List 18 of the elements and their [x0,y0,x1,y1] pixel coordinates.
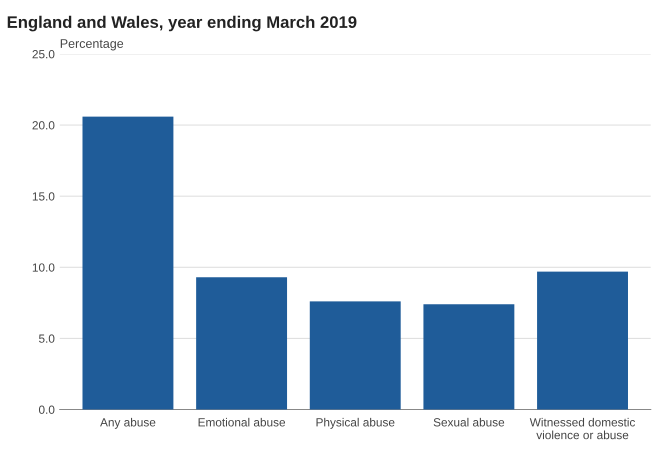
y-tick-label: 15.0 [32,192,54,201]
y-axis-title: Percentage [60,39,124,50]
bar [310,301,401,410]
x-tick-label: Any abuse [100,418,156,429]
x-tick-label: Emotional abuse [198,418,286,427]
bar [537,272,628,410]
bar [423,304,514,410]
y-tick-label: 20.0 [32,121,54,130]
y-tick-label: 25.0 [32,50,54,58]
chart-title: England and Wales, year ending March 2019 [8,16,356,32]
bar [196,277,288,410]
x-tick-label: Witnessed domestic violence or abuse [530,418,636,440]
y-tick-label: 0.0 [38,406,54,414]
x-tick-label: Sexual abuse [434,418,504,427]
y-tick-label: 10.0 [32,263,54,272]
y-tick-label: 5.0 [38,334,54,343]
x-tick-label: Physical abuse [316,418,394,429]
bar [82,116,174,410]
